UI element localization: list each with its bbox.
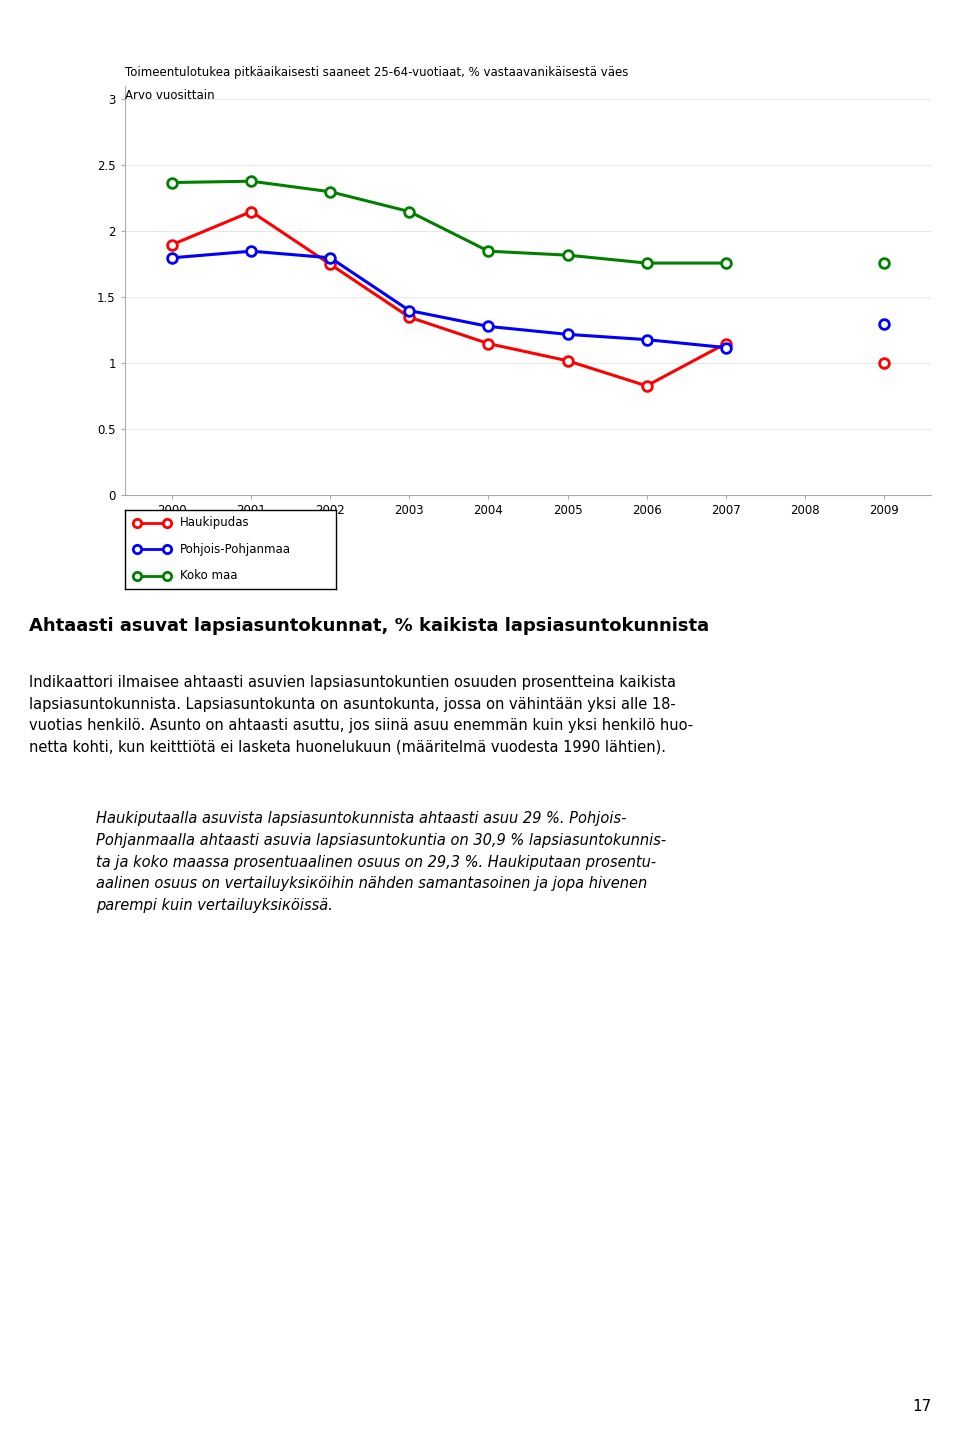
Text: Haukiputaalla asuvista lapsiasuntokunnista ahtaasti asuu 29 %. Pohjois-
Pohjanma: Haukiputaalla asuvista lapsiasuntokunnis… [96, 811, 666, 913]
Text: Koko maa: Koko maa [180, 569, 237, 582]
Text: Pohjois-Pohjanmaa: Pohjois-Pohjanmaa [180, 543, 291, 556]
Text: Indikaattori ilmaisee ahtaasti asuvien lapsiasuntokuntien osuuden prosentteina k: Indikaattori ilmaisee ahtaasti asuvien l… [29, 675, 693, 755]
Text: Ahtaasti asuvat lapsiasuntokunnat, % kaikista lapsiasuntokunnista: Ahtaasti asuvat lapsiasuntokunnat, % kai… [29, 617, 708, 636]
Text: 17: 17 [912, 1400, 931, 1414]
Text: Arvo vuosittain: Arvo vuosittain [125, 89, 214, 102]
Text: Toimeentulotukea pitkäaikaisesti saaneet 25-64-vuotiaat, % vastaavanikäisestä vä: Toimeentulotukea pitkäaikaisesti saaneet… [125, 66, 628, 79]
Text: Haukipudas: Haukipudas [180, 517, 250, 530]
